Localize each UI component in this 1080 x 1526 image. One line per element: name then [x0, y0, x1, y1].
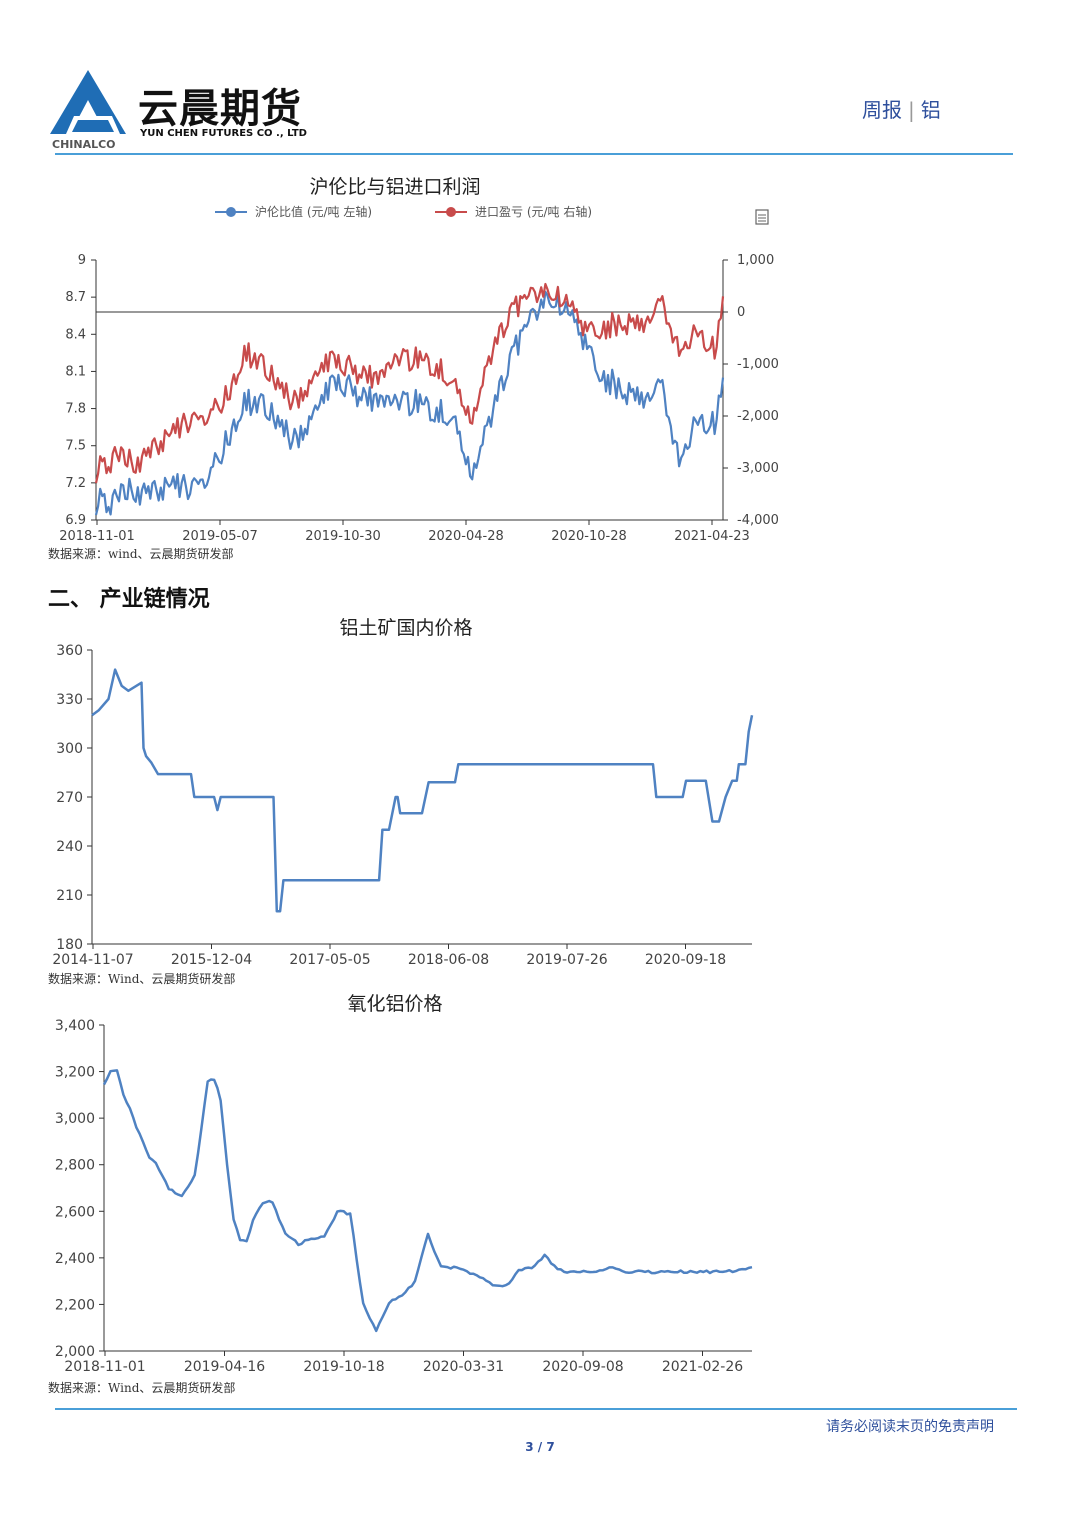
chart2-source: 数据来源：Wind、云晨期货研发部 — [48, 971, 235, 986]
y-left-tick-label: 7.8 — [65, 402, 86, 417]
y-tick-label: 2,600 — [55, 1204, 95, 1220]
y-tick-label: 240 — [56, 839, 83, 855]
y-tick-label: 3,400 — [55, 1018, 95, 1034]
y-tick-label: 300 — [56, 741, 83, 757]
y-left-tick-label: 8.4 — [65, 327, 86, 342]
x-tick-label: 2020-04-28 — [428, 529, 504, 544]
report-subject: 铝 — [920, 98, 941, 122]
x-tick-label: 2018-06-08 — [408, 952, 489, 968]
x-tick-label: 2017-05-05 — [289, 952, 370, 968]
y-tick-label: 2,800 — [55, 1158, 95, 1174]
series-line-bauxite — [91, 668, 754, 913]
y-left-tick-label: 8.7 — [65, 290, 86, 305]
legend-marker-ratio — [226, 207, 236, 217]
y-tick-label: 270 — [56, 790, 83, 806]
chart1-source: 数据来源：wind、云晨期货研发部 — [48, 546, 234, 561]
y-left-tick-label: 6.9 — [65, 513, 86, 528]
y-tick-label: 360 — [56, 643, 83, 659]
section-title: 二、 产业链情况 — [48, 587, 210, 612]
series-line-alumina — [102, 1069, 753, 1333]
x-tick-label: 2019-10-30 — [305, 529, 381, 544]
y-tick-label: 2,000 — [55, 1344, 95, 1360]
y-right-tick-label: 0 — [737, 305, 745, 320]
brand-name-cn: 云晨期货 — [138, 86, 302, 132]
chart2-title: 铝土矿国内价格 — [339, 617, 472, 639]
y-tick-label: 330 — [56, 692, 83, 708]
footer-divider — [55, 1408, 1017, 1410]
y-right-tick-label: -2,000 — [737, 409, 779, 424]
legend-label-ratio: 沪伦比值 (元/吨 左轴) — [255, 204, 372, 219]
x-tick-label: 2020-09-08 — [542, 1359, 623, 1375]
chart-bauxite-price: 铝土矿国内价格 180 210 240 270 300 330 360 2014-11-07… — [48, 617, 754, 986]
y-tick-label: 180 — [56, 937, 83, 953]
report-kind: 周报 — [862, 98, 902, 122]
chart3-source: 数据来源：Wind、云晨期货研发部 — [48, 1380, 235, 1395]
chart-shanghai-london-ratio: 沪伦比与铝进口利润 沪伦比值 (元/吨 左轴) 进口盈亏 (元/吨 右轴) 6.… — [48, 176, 779, 561]
page-number: 3 / 7 — [525, 1440, 555, 1454]
y-tick-label: 3,000 — [55, 1111, 95, 1127]
y-right-tick-label: -3,000 — [737, 461, 779, 476]
report-type: 周报 | 铝 — [862, 98, 941, 122]
series-line-ratio — [94, 290, 725, 516]
x-tick-label: 2014-11-07 — [52, 952, 133, 968]
x-tick-label: 2019-05-07 — [182, 529, 258, 544]
y-left-tick-label: 7.2 — [65, 476, 86, 491]
y-tick-label: 210 — [56, 888, 83, 904]
y-tick-label: 2,400 — [55, 1251, 95, 1267]
x-tick-label: 2020-03-31 — [423, 1359, 504, 1375]
y-right-tick-label: -1,000 — [737, 357, 779, 372]
x-tick-label: 2021-02-26 — [662, 1359, 743, 1375]
y-right-tick-label: 1,000 — [737, 253, 774, 268]
y-right-tick-label: -4,000 — [737, 513, 779, 528]
y-tick-label: 2,200 — [55, 1297, 95, 1313]
y-left-tick-label: 9 — [78, 253, 86, 268]
header-divider — [55, 153, 1013, 155]
x-tick-label: 2019-07-26 — [526, 952, 607, 968]
disclaimer-link[interactable]: 请务必阅读末页的免责声明 — [826, 1419, 994, 1435]
chart3-title: 氧化铝价格 — [347, 993, 442, 1015]
x-tick-label: 2021-04-23 — [674, 529, 750, 544]
x-tick-label: 2020-10-28 — [551, 529, 627, 544]
x-tick-label: 2019-04-16 — [184, 1359, 265, 1375]
brand-name-en: YUN CHEN FUTURES CO ., LTD — [140, 128, 307, 139]
legend-marker-profit — [446, 207, 456, 217]
brand-chinalco: CHINALCO — [52, 138, 116, 151]
chinalco-logo — [50, 70, 126, 134]
y-left-tick-label: 8.1 — [65, 364, 86, 379]
chart-alumina-price: 氧化铝价格 2,000 2,200 2,400 2,600 2,800 3,000 3,20… — [48, 993, 753, 1395]
chart1-title: 沪伦比与铝进口利润 — [309, 176, 480, 198]
x-tick-label: 2018-11-01 — [59, 529, 135, 544]
series-line-import-profit — [94, 282, 725, 484]
legend-label-profit: 进口盈亏 (元/吨 右轴) — [475, 204, 592, 219]
x-tick-label: 2018-11-01 — [64, 1359, 145, 1375]
chart1-legend: 沪伦比值 (元/吨 左轴) 进口盈亏 (元/吨 右轴) — [215, 204, 592, 219]
y-tick-label: 3,200 — [55, 1065, 95, 1081]
y-left-tick-label: 7.5 — [65, 439, 86, 454]
data-view-icon[interactable] — [755, 209, 769, 225]
x-tick-label: 2015-12-04 — [171, 952, 252, 968]
x-tick-label: 2020-09-18 — [645, 952, 726, 968]
x-tick-label: 2019-10-18 — [303, 1359, 384, 1375]
